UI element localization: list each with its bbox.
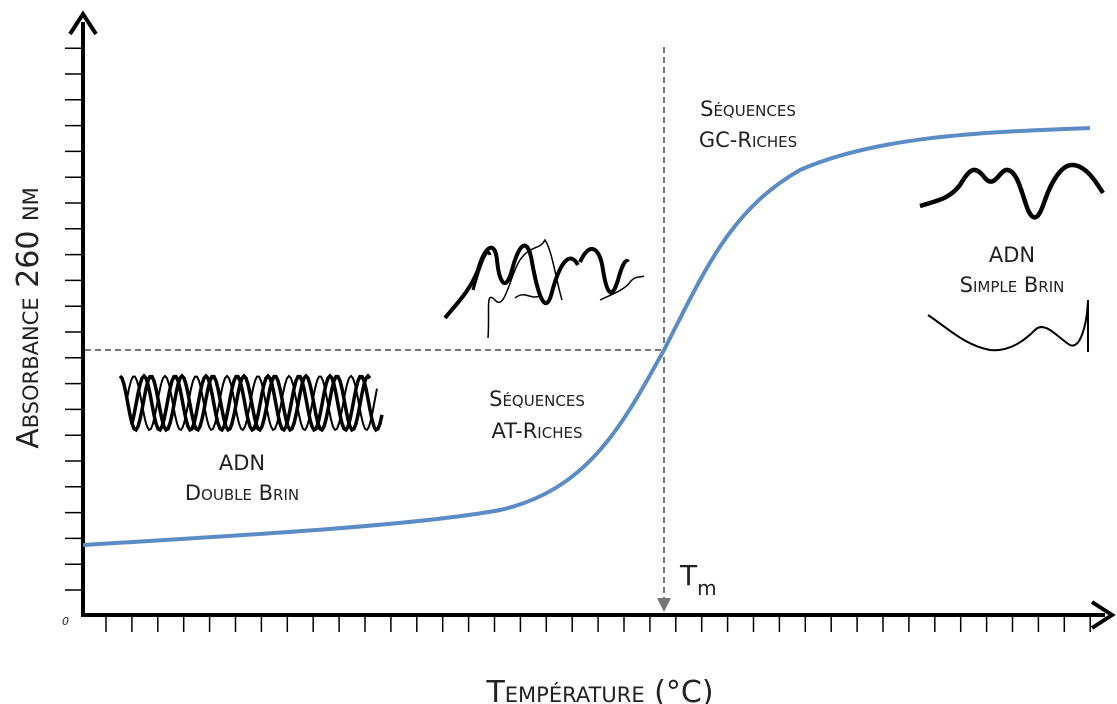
y-axis-label: Absorbance 260 nm bbox=[11, 187, 46, 449]
double-strand-label: Double Brin bbox=[185, 481, 299, 505]
single-strand-label: ADN bbox=[989, 243, 1035, 267]
at-label: Séquences bbox=[489, 387, 585, 411]
melting-helix bbox=[443, 243, 630, 320]
single-strand-thick bbox=[919, 162, 1105, 220]
single-strand-thin bbox=[927, 299, 1089, 352]
origin-label: 0 bbox=[62, 615, 69, 628]
x-axis-label: Température (°C) bbox=[485, 675, 713, 704]
ticks bbox=[65, 47, 1091, 632]
single-strand-label: Simple Brin bbox=[960, 273, 1065, 297]
tm-label: Tm bbox=[679, 559, 717, 600]
y-axis-arrow bbox=[68, 10, 98, 36]
tm-arrow bbox=[657, 598, 671, 612]
helix-strand bbox=[126, 374, 378, 432]
melting-curve bbox=[82, 126, 1091, 547]
at-label: AT-Riches bbox=[492, 419, 583, 443]
melting-helix-loose bbox=[487, 238, 645, 339]
gc-label: Séquences bbox=[700, 97, 796, 121]
x-axis-arrow bbox=[1090, 600, 1116, 630]
helix-strand bbox=[130, 373, 384, 433]
gc-label: GC-Riches bbox=[699, 128, 797, 152]
tm-subscript: m bbox=[697, 576, 716, 600]
double-helix bbox=[118, 373, 384, 433]
tm-symbol: T bbox=[679, 559, 698, 592]
double-strand-label: ADN bbox=[219, 451, 265, 475]
